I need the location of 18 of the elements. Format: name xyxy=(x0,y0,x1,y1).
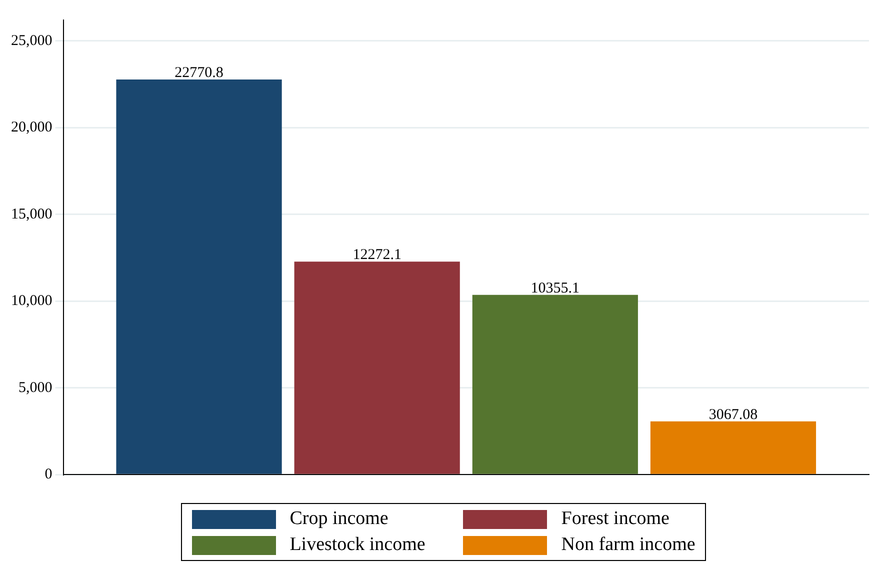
legend-label: Non farm income xyxy=(561,534,696,556)
legend-label: Crop income xyxy=(290,508,388,530)
data-label: 3067.08 xyxy=(708,406,758,423)
legend-label: Forest income xyxy=(561,508,670,530)
y-tick-label: 0 xyxy=(44,466,52,483)
bar xyxy=(294,262,460,474)
y-tick-label: 10,000 xyxy=(11,293,52,310)
y-tick-label: 25,000 xyxy=(11,32,52,49)
bar xyxy=(472,294,638,474)
y-tick-label: 20,000 xyxy=(11,120,52,136)
y-tick-label: 15,000 xyxy=(11,206,52,222)
legend-label: Livestock income xyxy=(290,534,426,556)
bar xyxy=(116,80,282,474)
data-label: 10355.1 xyxy=(530,280,580,296)
data-label: 22770.8 xyxy=(174,64,224,81)
y-tick-label: 5,000 xyxy=(18,380,52,396)
bar xyxy=(650,421,816,474)
data-label: 12272.1 xyxy=(352,247,402,264)
